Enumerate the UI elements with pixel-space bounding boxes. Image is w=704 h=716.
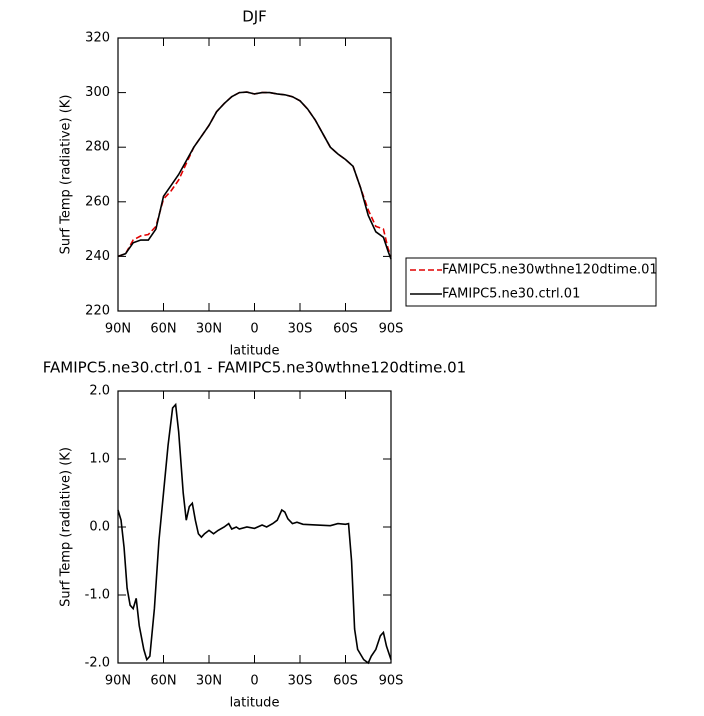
legend-box <box>405 257 657 307</box>
x-tick-label: 60S <box>333 322 358 337</box>
x-tick-label: 0 <box>250 322 258 337</box>
x-tick-label: 90N <box>105 322 131 337</box>
y-axis-label: Surf Temp (radiative) (K) <box>59 447 74 607</box>
x-tick-label: 90S <box>379 322 404 337</box>
x-tick-label: 60N <box>150 322 176 337</box>
x-tick-label: 60S <box>333 674 358 689</box>
x-tick-label: 30N <box>196 674 222 689</box>
y-tick-label: 280 <box>85 140 110 155</box>
y-tick-label: 0.0 <box>89 520 110 535</box>
y-axis-label: Surf Temp (radiative) (K) <box>59 95 74 255</box>
x-tick-label: 90N <box>105 674 131 689</box>
chart-title: FAMIPC5.ne30.ctrl.01 - FAMIPC5.ne30wthne… <box>43 359 466 377</box>
chart-title: DJF <box>242 8 267 26</box>
legend-label: FAMIPC5.ne30wthne120dtime.01 <box>442 263 658 278</box>
plot-frame <box>117 37 392 312</box>
x-tick-label: 30S <box>288 322 313 337</box>
y-tick-label: 320 <box>85 31 110 46</box>
y-tick-label: 220 <box>85 304 110 319</box>
x-tick-label: 60N <box>150 674 176 689</box>
data-line <box>117 91 392 258</box>
x-tick-label: 90S <box>379 674 404 689</box>
x-tick-label: 0 <box>250 674 258 689</box>
x-axis-label: latitude <box>230 696 280 711</box>
legend-label: FAMIPC5.ne30.ctrl.01 <box>442 287 580 302</box>
y-tick-label: 240 <box>85 249 110 264</box>
plot-frame <box>117 390 392 664</box>
x-tick-label: 30S <box>288 674 313 689</box>
x-tick-label: 30N <box>196 322 222 337</box>
x-axis-label: latitude <box>230 344 280 359</box>
y-tick-label: 300 <box>85 85 110 100</box>
y-tick-label: -2.0 <box>85 656 110 671</box>
data-line <box>117 402 392 665</box>
y-tick-label: 1.0 <box>89 452 110 467</box>
y-tick-label: 260 <box>85 194 110 209</box>
y-tick-label: -1.0 <box>85 588 110 603</box>
y-tick-label: 2.0 <box>89 384 110 399</box>
data-line <box>117 91 392 260</box>
